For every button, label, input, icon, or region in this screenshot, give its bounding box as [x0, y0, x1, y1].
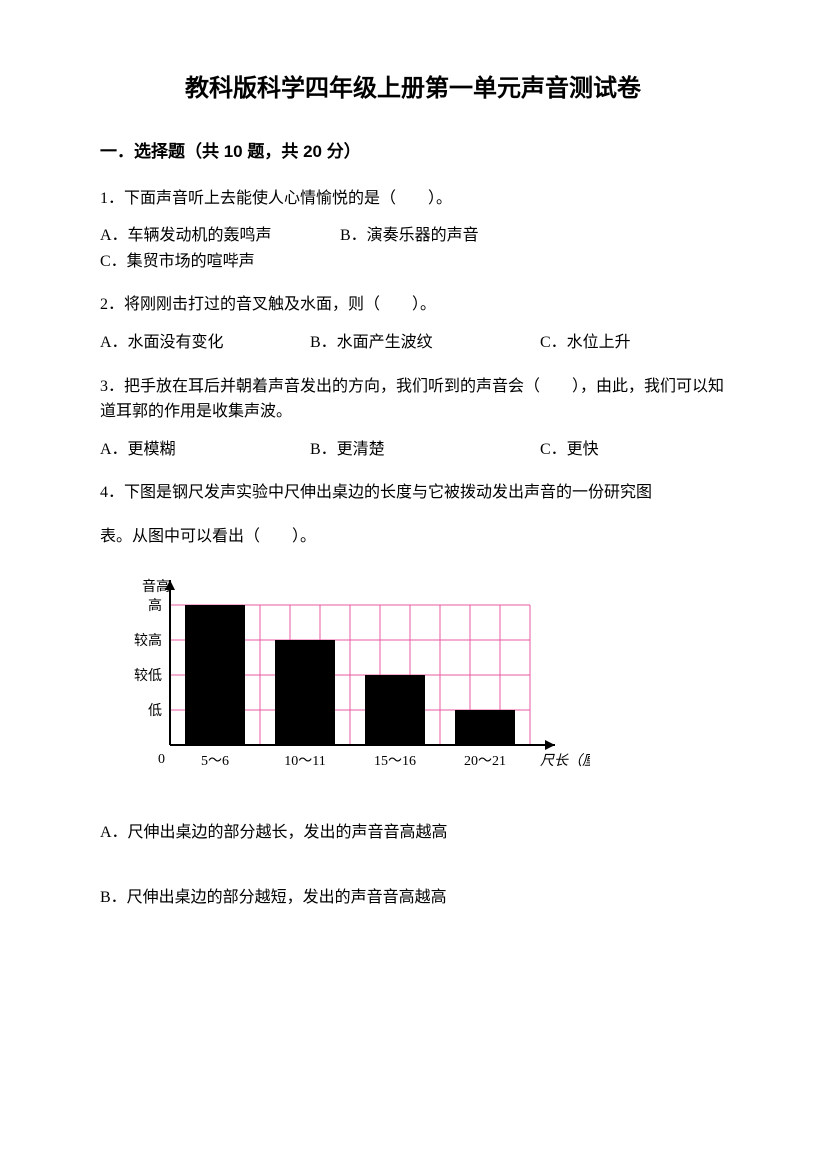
- svg-text:较高: 较高: [134, 632, 162, 649]
- option-a: A．水面没有变化: [100, 330, 280, 356]
- svg-text:尺长（厘米）: 尺长（厘米）: [540, 753, 590, 769]
- question-4: 4．下图是钢尺发声实验中尺伸出桌边的长度与它被拨动发出声音的一份研究图 表。从图…: [100, 480, 726, 910]
- question-2: 2．将刚刚击打过的音叉触及水面，则（ ）。 A．水面没有变化 B．水面产生波纹 …: [100, 292, 726, 355]
- option-a: A．车辆发动机的轰鸣声: [100, 223, 310, 249]
- section-header: 一．选择题（共 10 题，共 20 分）: [100, 138, 726, 165]
- chart-svg: 音高高较高较低低 0 5～6 10～11 15～16 20～21 尺长（厘米）: [110, 575, 590, 785]
- svg-text:0: 0: [158, 752, 165, 767]
- options: A．更模糊 B．更清楚 C．更快: [100, 437, 726, 463]
- question-text: 2．将刚刚击打过的音叉触及水面，则（ ）。: [100, 292, 726, 318]
- svg-text:较低: 较低: [134, 668, 162, 684]
- question-text-line1: 4．下图是钢尺发声实验中尺伸出桌边的长度与它被拨动发出声音的一份研究图: [100, 480, 726, 506]
- svg-text:15～16: 15～16: [374, 754, 416, 769]
- svg-text:5～6: 5～6: [201, 754, 229, 769]
- options: A．尺伸出桌边的部分越长，发出的声音音高越高 B．尺伸出桌边的部分越短，发出的声…: [100, 820, 726, 911]
- option-b: B．水面产生波纹: [310, 330, 510, 356]
- svg-text:20～21: 20～21: [464, 754, 506, 769]
- bar-chart: 音高高较高较低低 0 5～6 10～11 15～16 20～21 尺长（厘米）: [110, 575, 726, 785]
- option-b: B．尺伸出桌边的部分越短，发出的声音音高越高: [100, 885, 726, 911]
- options: A．车辆发动机的轰鸣声 B．演奏乐器的声音 C．集贸市场的喧哔声: [100, 223, 726, 274]
- question-1: 1．下面声音听上去能使人心情愉悦的是（ ）。 A．车辆发动机的轰鸣声 B．演奏乐…: [100, 186, 726, 275]
- question-3: 3．把手放在耳后并朝着声音发出的方向，我们听到的声音会（ ），由此，我们可以知道…: [100, 374, 726, 463]
- option-c: C．水位上升: [540, 330, 631, 356]
- option-c: C．集贸市场的喧哔声: [100, 249, 255, 275]
- option-c: C．更快: [540, 437, 599, 463]
- options: A．水面没有变化 B．水面产生波纹 C．水位上升: [100, 330, 726, 356]
- svg-text:10～11: 10～11: [284, 754, 325, 769]
- question-text: 1．下面声音听上去能使人心情愉悦的是（ ）。: [100, 186, 726, 212]
- option-b: B．演奏乐器的声音: [340, 223, 550, 249]
- option-a: A．更模糊: [100, 437, 280, 463]
- option-b: B．更清楚: [310, 437, 510, 463]
- option-a: A．尺伸出桌边的部分越长，发出的声音音高越高: [100, 820, 726, 846]
- svg-text:高: 高: [148, 597, 162, 614]
- svg-text:低: 低: [148, 703, 162, 719]
- page-title: 教科版科学四年级上册第一单元声音测试卷: [100, 70, 726, 108]
- question-text-line2: 表。从图中可以看出（ ）。: [100, 524, 726, 550]
- question-text: 3．把手放在耳后并朝着声音发出的方向，我们听到的声音会（ ），由此，我们可以知道…: [100, 374, 726, 425]
- svg-text:音高: 音高: [142, 578, 170, 595]
